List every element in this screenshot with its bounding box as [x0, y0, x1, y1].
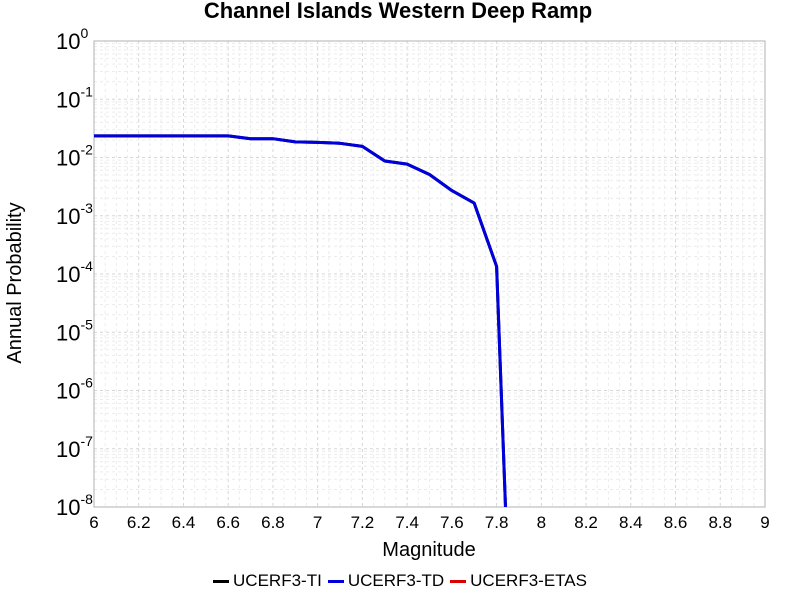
x-tick-label: 8.6 [664, 513, 688, 532]
y-tick-label: 100 [56, 25, 88, 54]
x-tick-label: 7.6 [440, 513, 464, 532]
legend-swatch [327, 579, 344, 583]
y-tick-exponent: -1 [80, 83, 93, 99]
x-tick-label: 8.2 [574, 513, 598, 532]
y-tick-exponent: -5 [80, 316, 93, 332]
y-tick-exponent: -4 [80, 258, 93, 274]
y-tick-base: 10 [56, 146, 80, 171]
y-tick-label: 10-2 [56, 142, 93, 171]
plot-area-border [93, 40, 766, 508]
y-tick-exponent: -8 [80, 491, 93, 507]
y-tick-base: 10 [56, 379, 80, 404]
y-tick-label: 10-1 [56, 83, 93, 112]
y-tick-base: 10 [56, 29, 80, 54]
y-tick-base: 10 [56, 437, 80, 462]
x-axis-label: Magnitude [382, 539, 475, 561]
x-tick-label: 7.8 [485, 513, 509, 532]
y-tick-label: 10-8 [56, 491, 93, 520]
series-line-2 [94, 134, 507, 508]
chart-title: Channel Islands Western Deep Ramp [204, 0, 592, 23]
y-tick-label: 10-4 [56, 258, 93, 287]
x-tick-label: 6.2 [127, 513, 151, 532]
y-tick-base: 10 [56, 320, 80, 345]
x-tick-label: 6.6 [216, 513, 240, 532]
legend-item-3: UCERF3-ETAS [450, 571, 587, 591]
legend-item-2: UCERF3-TD [327, 571, 445, 591]
grid [93, 41, 766, 508]
legend-label: UCERF3-TI [233, 571, 322, 590]
legend-swatch [213, 579, 230, 583]
x-tick-label: 6.8 [261, 513, 285, 532]
x-tick-label: 7.4 [395, 513, 419, 532]
legend-label: UCERF3-ETAS [470, 571, 587, 590]
x-tick-label: 6.4 [172, 513, 196, 532]
y-tick-base: 10 [56, 262, 80, 287]
y-tick-exponent: 0 [80, 25, 88, 41]
legend-label: UCERF3-TD [347, 571, 445, 590]
x-tick-label: 7 [313, 513, 322, 532]
y-tick-exponent: -7 [80, 433, 93, 449]
y-tick-exponent: -3 [80, 200, 93, 216]
x-tick-label: 8.8 [708, 513, 732, 532]
y-tick-base: 10 [56, 87, 80, 112]
y-tick-label: 10-3 [56, 200, 93, 229]
x-tick-labels: 6 6.2 6.4 6.6 6.8 7 7.2 7.4 7.6 7.8 8 8.2 8.4 8.6 8.8 9 [89, 513, 769, 532]
y-tick-base: 10 [56, 204, 80, 229]
x-tick-label: 8.4 [619, 513, 643, 532]
x-tick-label: 8 [537, 513, 546, 532]
y-tick-label: 10-5 [56, 316, 93, 345]
y-tick-label: 10-6 [56, 375, 93, 404]
y-tick-exponent: -2 [80, 142, 93, 158]
y-tick-label: 10-7 [56, 433, 93, 462]
legend: UCERF3-TI UCERF3-TD UCERF3-ETAS [0, 568, 800, 594]
x-tick-label: 7.2 [351, 513, 375, 532]
x-tick-label: 6 [89, 513, 98, 532]
y-tick-exponent: -6 [80, 375, 93, 391]
legend-swatch [450, 579, 467, 583]
legend-item-1: UCERF3-TI [213, 571, 322, 591]
series-layer [94, 134, 507, 508]
y-tick-base: 10 [56, 495, 80, 520]
x-tick-label: 9 [760, 513, 769, 532]
y-axis-label: Annual Probability [4, 202, 26, 363]
